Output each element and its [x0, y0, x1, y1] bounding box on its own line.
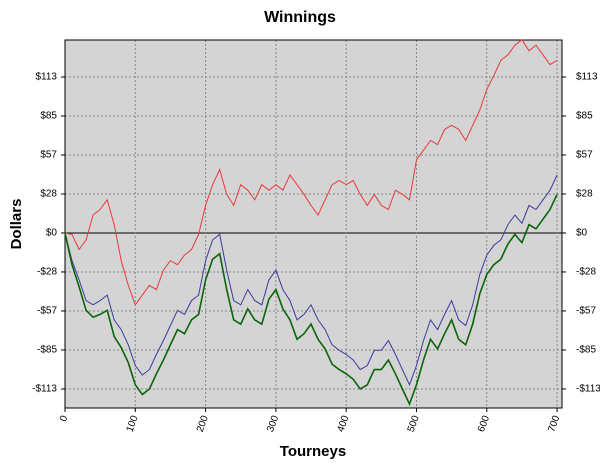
x-tick-label: 200	[195, 414, 211, 434]
series-line	[64, 174, 558, 387]
y-tick-label-right: $113	[576, 72, 598, 83]
y-tick-label: $85	[40, 111, 57, 122]
x-tick-label: 600	[476, 414, 492, 434]
y-tick-label: $57	[40, 150, 57, 161]
y-tick-label: $0	[46, 228, 58, 239]
series-line	[64, 193, 558, 407]
y-tick-label: -$85	[37, 345, 57, 356]
y-tick-label-right: -$57	[576, 306, 596, 317]
chart-title: Winnings	[264, 9, 336, 26]
y-tick-label-right: $85	[576, 111, 593, 122]
plot-area	[65, 40, 562, 408]
y-tick-label-right: -$28	[576, 267, 596, 278]
x-tick-label: 100	[125, 414, 141, 434]
y-tick-label-right: $0	[576, 228, 588, 239]
y-axis-title: Dollars	[8, 199, 25, 250]
y-tick-label: $28	[40, 189, 57, 200]
y-tick-label-right: $57	[576, 150, 593, 161]
x-tick-label: 500	[406, 414, 422, 434]
y-tick-label: -$28	[37, 267, 57, 278]
y-tick-label-right: $28	[576, 189, 593, 200]
x-axis-title: Tourneys	[280, 443, 346, 460]
y-tick-label: -$113	[32, 384, 57, 395]
x-tick-label: 700	[546, 414, 562, 434]
series-line	[64, 38, 558, 306]
x-tick-label: 400	[335, 414, 351, 434]
y-tick-label: $113	[35, 72, 57, 83]
plot-frame	[64, 39, 563, 409]
y-tick-label-right: -$113	[576, 384, 600, 395]
y-tick-label-right: -$85	[576, 345, 596, 356]
y-tick-label: -$57	[37, 306, 57, 317]
x-tick-label: 0	[58, 414, 70, 423]
x-tick-label: 300	[265, 414, 281, 434]
